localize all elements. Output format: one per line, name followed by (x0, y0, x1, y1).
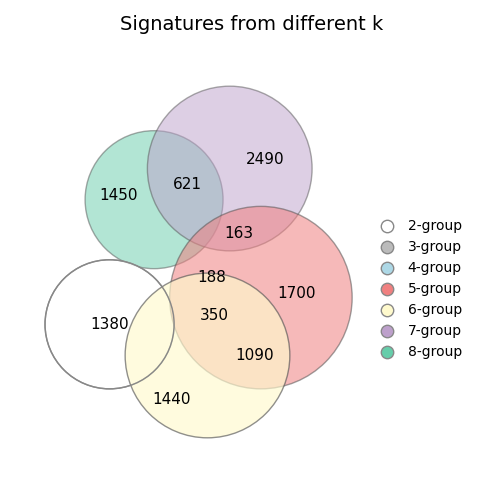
Text: 350: 350 (200, 308, 229, 323)
Circle shape (125, 273, 290, 438)
Text: 188: 188 (198, 270, 226, 285)
Legend: 2-group, 3-group, 4-group, 5-group, 6-group, 7-group, 8-group: 2-group, 3-group, 4-group, 5-group, 6-gr… (367, 213, 468, 364)
Text: 1380: 1380 (90, 317, 129, 332)
Circle shape (85, 131, 223, 269)
Text: 1090: 1090 (235, 348, 274, 363)
Circle shape (45, 260, 174, 389)
Text: 1440: 1440 (153, 393, 191, 407)
Text: 163: 163 (224, 226, 253, 240)
Text: 1450: 1450 (99, 187, 138, 203)
Text: 621: 621 (173, 176, 202, 192)
Text: 2490: 2490 (246, 152, 285, 167)
Circle shape (170, 206, 352, 389)
Circle shape (147, 86, 312, 251)
Title: Signatures from different k: Signatures from different k (120, 15, 384, 34)
Text: 1700: 1700 (277, 286, 316, 301)
